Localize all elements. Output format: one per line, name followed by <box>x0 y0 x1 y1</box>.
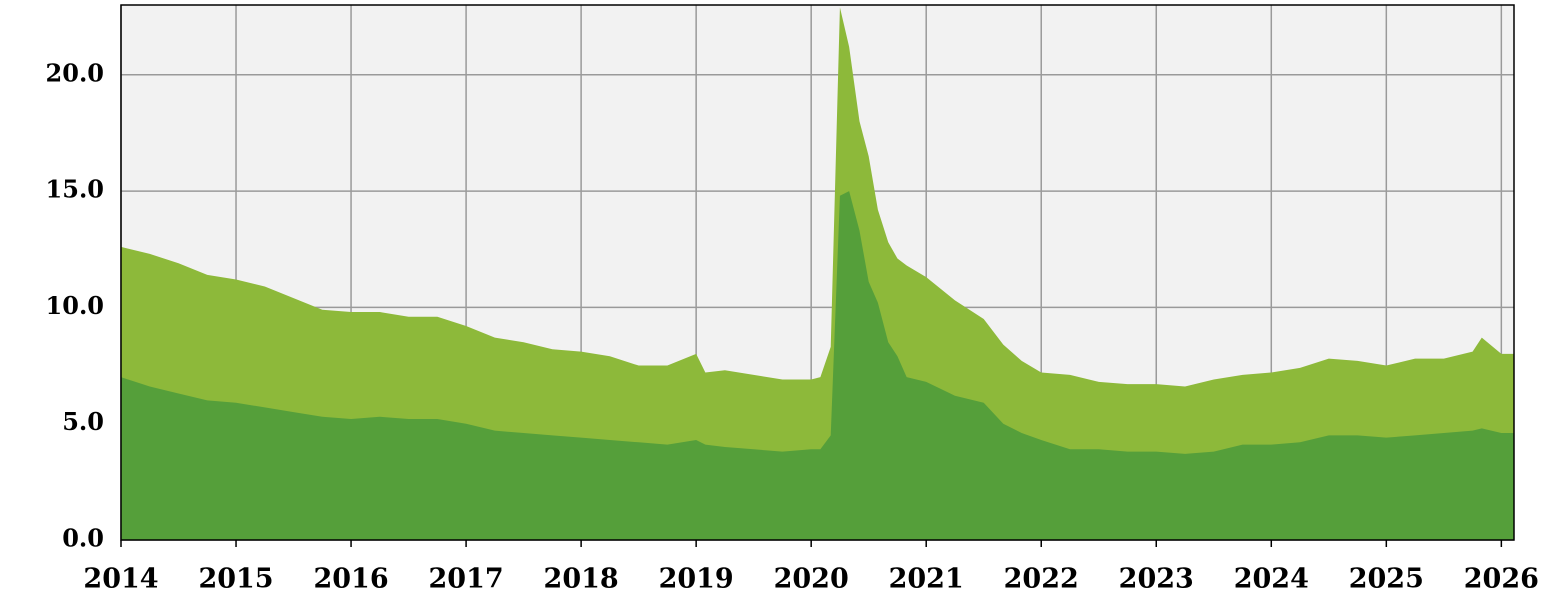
y-tick-label: 5.0 <box>62 407 104 436</box>
x-tick-label: 2019 <box>659 564 734 595</box>
x-tick-label: 2017 <box>429 564 504 595</box>
y-tick-label: 10.0 <box>46 291 104 320</box>
plot-frame <box>120 4 1515 541</box>
x-tick-label: 2026 <box>1464 564 1539 595</box>
x-tick-label: 2024 <box>1234 564 1309 595</box>
y-tick-label: 0.0 <box>62 524 104 553</box>
x-tick-label: 2025 <box>1349 564 1424 595</box>
x-tick-label: 2023 <box>1119 564 1194 595</box>
x-tick-label: 2020 <box>774 564 849 595</box>
x-tick-label: 2014 <box>83 564 158 595</box>
x-tick-label: 2018 <box>544 564 619 595</box>
x-tick-label: 2021 <box>889 564 964 595</box>
x-tick-label: 2022 <box>1004 564 1079 595</box>
y-tick-label: 20.0 <box>46 58 104 87</box>
x-tick-label: 2016 <box>313 564 388 595</box>
x-tick-label: 2015 <box>198 564 273 595</box>
area <box>121 7 1514 540</box>
y-tick-label: 15.0 <box>46 175 104 204</box>
area <box>121 191 1514 540</box>
